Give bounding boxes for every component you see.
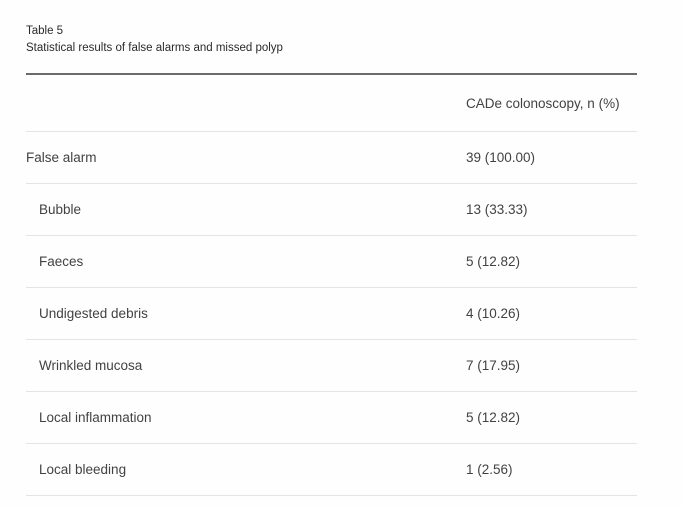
row-value: 1 (2.56): [466, 462, 513, 477]
table-figure: Table 5 Statistical results of false ala…: [26, 23, 637, 496]
row-label: Wrinkled mucosa: [39, 358, 143, 373]
table-caption: Statistical results of false alarms and …: [26, 42, 283, 54]
column-header: CADe colonoscopy, n (%): [466, 95, 620, 111]
row-label: Local bleeding: [39, 462, 127, 477]
row-value: 5 (12.82): [466, 254, 521, 269]
table-row: Local inflammation 5 (12.82): [26, 392, 637, 444]
row-value: 4 (10.26): [466, 306, 521, 321]
row-value: 39 (100.00): [466, 150, 536, 165]
table-label: Table 5: [26, 25, 64, 37]
table-row: Faeces 5 (12.82): [26, 236, 637, 288]
table-row: Undigested debris 4 (10.26): [26, 288, 637, 340]
row-label: Bubble: [39, 202, 82, 217]
row-label: Faeces: [39, 254, 84, 269]
table-row: Bubble 13 (33.33): [26, 184, 637, 236]
row-label: Local inflammation: [39, 410, 152, 425]
row-label: Undigested debris: [39, 306, 148, 321]
row-value: 7 (17.95): [466, 358, 521, 373]
row-value: 13 (33.33): [466, 202, 528, 217]
table-row: Local bleeding 1 (2.56): [26, 444, 637, 496]
table: CADe colonoscopy, n (%) False alarm 39 (1…: [26, 73, 637, 496]
table-caption-block: Table 5 Statistical results of false ala…: [26, 23, 637, 57]
row-value: 5 (12.82): [466, 410, 521, 425]
table-row: Wrinkled mucosa 7 (17.95): [26, 340, 637, 392]
table-header-row: CADe colonoscopy, n (%): [26, 75, 637, 132]
row-label: False alarm: [26, 150, 97, 165]
table-body: False alarm 39 (100.00) Bubble 13 (33.33) Fa…: [26, 132, 637, 496]
table-row: False alarm 39 (100.00): [26, 132, 637, 184]
